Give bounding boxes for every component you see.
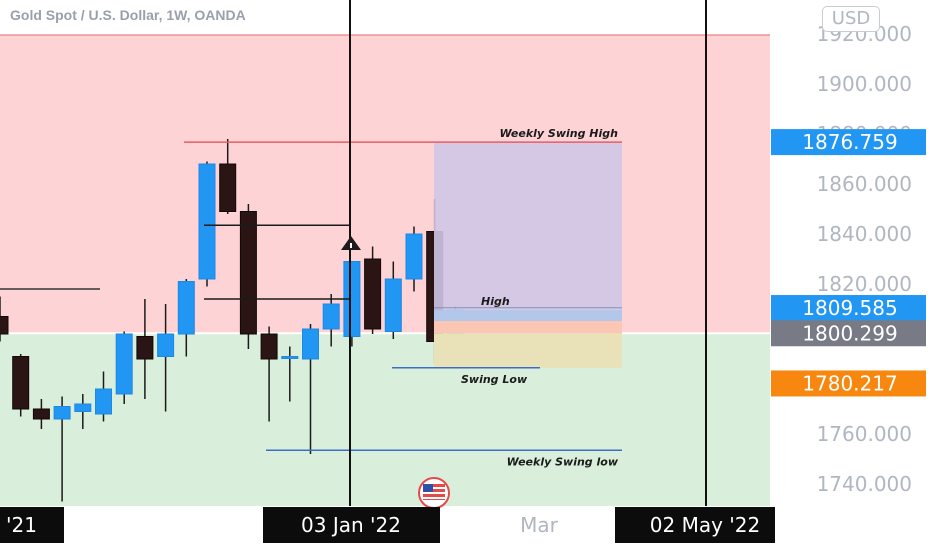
candle xyxy=(302,324,319,454)
candle-body xyxy=(12,356,30,410)
candle xyxy=(95,371,112,422)
candle xyxy=(384,261,402,339)
chart-title: Gold Spot / U.S. Dollar, 1W, OANDA xyxy=(10,7,246,23)
drawings: Weekly Swing High High Swing Low Weekly Swi… xyxy=(0,0,707,509)
x-tick: 02 May '22 xyxy=(615,507,775,543)
level-label: High xyxy=(481,295,510,308)
flag-stripe xyxy=(423,497,445,499)
y-tick-label: 1760.000 xyxy=(817,422,912,446)
candle-body xyxy=(260,333,278,360)
candle xyxy=(219,139,237,214)
candle-body xyxy=(0,316,9,335)
candle xyxy=(260,326,278,422)
target-zone xyxy=(434,142,622,311)
x-tick: '21 xyxy=(0,507,64,543)
price-badge: 1800.299 xyxy=(771,320,926,347)
x-tick: Mar xyxy=(520,513,559,537)
candle xyxy=(405,226,423,292)
candle-body xyxy=(157,333,175,357)
level-label: Weekly Swing low xyxy=(507,455,619,468)
x-tick-bg xyxy=(0,507,64,543)
price-badge-bg xyxy=(771,129,926,156)
y-tick-label: 1900.000 xyxy=(817,72,912,96)
signal-arrow-mark xyxy=(350,243,352,248)
x-tick-label: 03 Jan '22 xyxy=(301,513,401,537)
time-axis: '21 03 Jan '22 Mar 02 May '22 xyxy=(0,507,775,543)
price-badge-bg xyxy=(771,370,926,397)
x-tick-label: 02 May '22 xyxy=(650,513,760,537)
price-badge-value: 1800.299 xyxy=(802,321,897,345)
candle-body xyxy=(219,163,237,212)
currency-selector[interactable]: USD xyxy=(822,6,880,32)
x-tick-bg xyxy=(615,507,775,543)
candle xyxy=(177,279,195,357)
candle xyxy=(74,394,92,429)
candle-body xyxy=(198,163,216,280)
candle xyxy=(12,354,30,417)
x-tick-bg xyxy=(263,507,440,543)
candle xyxy=(0,296,9,342)
candle xyxy=(136,299,154,399)
candle xyxy=(322,294,340,347)
candle xyxy=(364,246,382,334)
x-tick-label: Mar xyxy=(520,513,559,537)
support-zone xyxy=(0,333,770,506)
candle-body xyxy=(281,356,299,359)
price-badge-value: 1780.217 xyxy=(802,371,897,395)
y-tick-label: 1740.000 xyxy=(817,472,912,496)
candle-body xyxy=(74,403,92,412)
us-flag-icon xyxy=(418,477,450,509)
risk-zone-lower xyxy=(434,333,622,368)
y-tick-label: 1840.000 xyxy=(817,222,912,246)
candle-body xyxy=(302,328,319,360)
price-axis: 1920.0001900.0001880.0001860.0001840.000… xyxy=(817,22,912,496)
candle-body xyxy=(405,233,423,280)
candle-body xyxy=(364,258,382,330)
candle-body xyxy=(32,408,50,420)
price-badge-bg xyxy=(771,320,926,347)
candle-body xyxy=(53,406,71,420)
level-label: Weekly Swing High xyxy=(499,127,618,140)
candle xyxy=(281,346,299,402)
candle-body xyxy=(95,388,112,415)
price-badge-value: 1876.759 xyxy=(802,130,897,154)
candle-body xyxy=(115,333,133,395)
candle-body xyxy=(239,211,257,335)
level-label: Swing Low xyxy=(461,373,528,386)
flag-stripe xyxy=(423,492,445,494)
candle xyxy=(239,204,257,349)
y-tick-label: 1860.000 xyxy=(817,172,912,196)
price-badge-value: 1809.585 xyxy=(802,296,897,320)
candle-body xyxy=(177,281,195,335)
background-zones xyxy=(0,34,770,506)
candle xyxy=(53,396,71,502)
candle-body xyxy=(136,336,154,360)
x-tick-label: '21 xyxy=(6,513,37,537)
price-badge: 1780.217 xyxy=(771,370,926,397)
risk-zone-upper xyxy=(434,321,622,334)
candle xyxy=(343,261,361,347)
candle xyxy=(198,161,216,287)
candle xyxy=(115,331,133,404)
flag-stripe xyxy=(423,487,445,489)
candle xyxy=(32,399,50,429)
candle-body xyxy=(384,278,402,332)
flag-canton xyxy=(423,484,433,492)
y-tick-label: 1820.000 xyxy=(817,272,912,296)
price-badge: 1876.759 xyxy=(771,129,926,156)
candle xyxy=(157,304,175,412)
x-tick: 03 Jan '22 xyxy=(263,507,440,543)
candle-body xyxy=(322,303,340,330)
